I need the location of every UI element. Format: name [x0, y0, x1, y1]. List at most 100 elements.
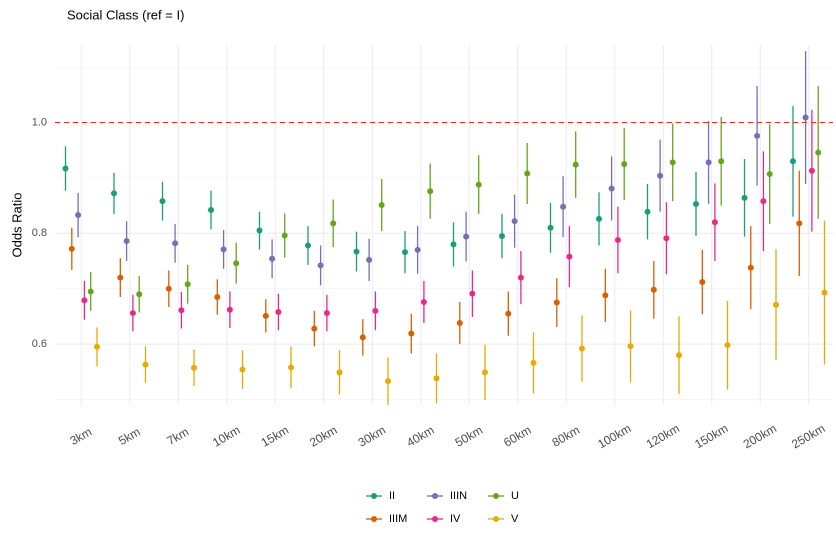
- x-tick-label: 200km: [741, 421, 779, 451]
- point: [657, 172, 664, 179]
- point: [517, 274, 524, 281]
- x-tick-label: 7km: [165, 425, 192, 448]
- legend-label: II: [389, 490, 395, 502]
- x-tick-label: 60km: [501, 423, 533, 450]
- point: [269, 255, 276, 262]
- point: [718, 158, 725, 165]
- point: [165, 285, 172, 292]
- point: [330, 220, 337, 227]
- point: [450, 241, 457, 248]
- point: [579, 345, 585, 352]
- x-tick-label: 120km: [644, 421, 682, 451]
- point: [262, 312, 269, 319]
- point: [372, 307, 379, 314]
- point: [572, 161, 579, 168]
- legend-label: V: [511, 513, 519, 525]
- point: [159, 198, 166, 205]
- point: [505, 310, 512, 317]
- point: [663, 235, 670, 242]
- point: [281, 232, 288, 239]
- point: [353, 248, 360, 255]
- point: [123, 238, 130, 245]
- point: [111, 190, 117, 197]
- point: [208, 207, 214, 214]
- point: [699, 279, 706, 286]
- point: [754, 132, 761, 139]
- point: [705, 159, 712, 166]
- point: [475, 181, 482, 188]
- legend-point: [432, 516, 438, 522]
- point: [317, 262, 324, 269]
- y-tick-label: 1.0: [32, 116, 47, 128]
- point: [385, 378, 391, 385]
- point: [482, 369, 488, 376]
- point: [560, 203, 567, 210]
- y-tick-label: 0.8: [32, 227, 47, 239]
- point: [220, 246, 227, 253]
- x-tick-label: 10km: [210, 423, 242, 450]
- point: [129, 310, 136, 317]
- point: [463, 233, 470, 240]
- x-tick-label: 150km: [692, 421, 730, 451]
- legend-label: IV: [450, 513, 461, 525]
- point: [796, 220, 803, 227]
- point: [815, 149, 822, 156]
- point: [602, 292, 609, 299]
- y-axis-label: Odds Ratio: [9, 192, 24, 257]
- point: [524, 170, 531, 177]
- point: [366, 256, 373, 263]
- point: [608, 185, 615, 192]
- x-tick-label: 3km: [68, 425, 95, 448]
- point: [469, 290, 476, 297]
- point: [724, 342, 731, 349]
- legend-label: IIIM: [389, 513, 407, 525]
- legend-label: IIIN: [450, 490, 467, 502]
- point: [226, 306, 233, 313]
- point: [117, 274, 124, 281]
- point: [566, 253, 573, 260]
- point: [62, 165, 69, 172]
- x-tick-label: 50km: [453, 423, 485, 450]
- point: [288, 364, 294, 371]
- point: [136, 291, 143, 298]
- x-tick-label: 30km: [356, 423, 388, 450]
- point: [275, 308, 282, 315]
- point: [530, 359, 537, 366]
- point: [650, 286, 657, 293]
- legend-point: [371, 493, 377, 499]
- x-tick-label: 20km: [307, 423, 339, 450]
- point: [747, 264, 754, 271]
- point: [305, 242, 311, 249]
- point: [553, 299, 560, 306]
- x-tick-label: 100km: [595, 421, 633, 451]
- point: [614, 236, 621, 243]
- point: [402, 249, 408, 256]
- point: [644, 208, 651, 215]
- point: [233, 260, 240, 267]
- legend-label: U: [511, 490, 519, 502]
- point: [68, 245, 75, 252]
- point: [420, 298, 427, 305]
- point: [433, 375, 440, 382]
- point: [94, 343, 100, 350]
- point: [172, 240, 179, 247]
- point: [802, 114, 809, 121]
- x-tick-label: 40km: [404, 423, 436, 450]
- point: [378, 202, 385, 209]
- point: [75, 212, 82, 219]
- point: [311, 325, 318, 332]
- point: [627, 343, 634, 350]
- point: [790, 158, 796, 165]
- point: [178, 307, 185, 314]
- x-tick-label: 5km: [116, 425, 143, 448]
- point: [596, 215, 602, 222]
- point: [87, 288, 94, 295]
- point: [408, 330, 415, 337]
- point: [456, 320, 463, 327]
- point: [184, 281, 191, 288]
- point: [711, 219, 718, 226]
- point: [760, 198, 767, 205]
- point: [547, 224, 554, 231]
- point: [191, 364, 197, 371]
